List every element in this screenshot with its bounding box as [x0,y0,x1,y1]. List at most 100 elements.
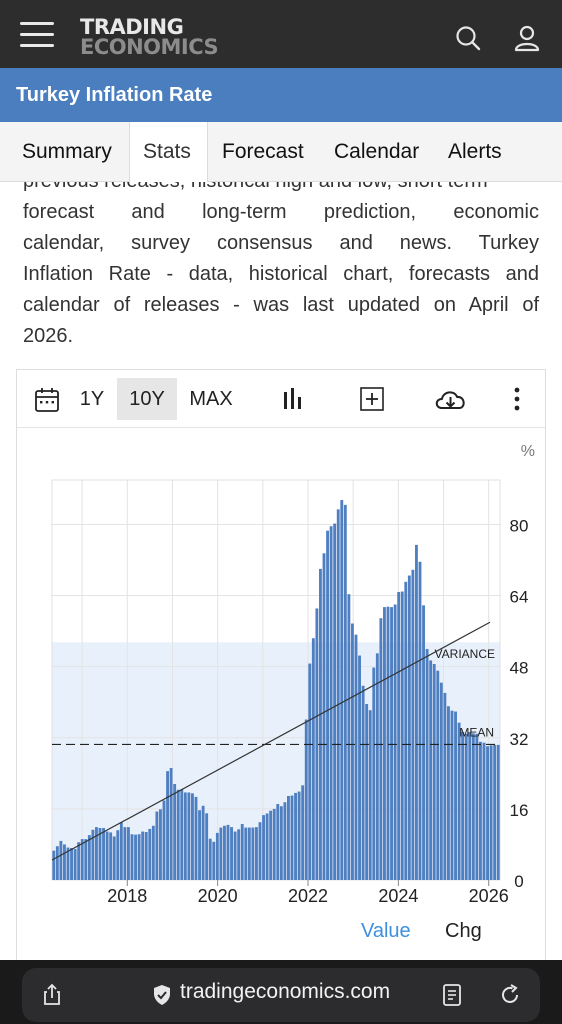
tab-stats[interactable]: Stats [129,122,208,182]
data-bar [105,831,109,880]
reload-icon[interactable] [498,983,522,1007]
tab-calendar[interactable]: Calendar [334,140,420,163]
data-bar [422,605,425,880]
calendar-icon[interactable] [33,386,61,414]
range-1y-button[interactable]: 1Y [79,388,105,410]
legend-value-tab[interactable]: Value [361,920,411,942]
data-bar [109,832,113,880]
data-bar [173,784,177,880]
trend-line [51,621,491,861]
legend-chg-tab[interactable]: Chg [445,920,482,942]
data-bar [77,842,81,880]
data-bar [411,569,415,880]
data-bar [329,526,333,880]
y-tick-label: 0 [514,872,523,891]
data-bar [169,768,173,880]
url-text[interactable]: tradingeconomics.com [180,980,391,1003]
data-bar [144,832,148,880]
data-bar [308,663,312,880]
data-bar [194,796,198,880]
x-tick-label: 2018 [107,886,147,906]
logo[interactable]: TRADING ECONOMICS [80,17,219,58]
data-bar [66,847,70,880]
intro-line: calendar of releases - was last updated … [23,294,539,316]
data-bar [486,746,489,880]
variance-annotation: VARIANCE [435,647,495,661]
shield-icon [154,985,170,1005]
data-bar [479,741,482,880]
tab-summary[interactable]: Summary [22,140,112,163]
data-bar [386,606,390,880]
data-bar [226,824,230,880]
data-bar [304,719,308,880]
data-bar [201,805,205,880]
data-bar [127,827,130,880]
data-bar [493,744,497,880]
tab-alerts[interactable]: Alerts [448,140,502,163]
address-bar[interactable]: tradingeconomics.com [22,968,540,1022]
data-bar [240,824,244,880]
data-bar [315,608,319,880]
data-bar [319,568,322,880]
range-10y-button[interactable]: 10Y [117,378,177,420]
data-bar [311,638,315,880]
data-bar [80,839,84,880]
data-bar [496,744,500,880]
data-bar [219,827,223,880]
data-bar [393,604,397,880]
data-bar [475,733,479,880]
data-bar [187,792,191,880]
x-tick-label: 2024 [378,886,418,906]
data-bar [63,844,66,880]
data-bar [255,827,258,880]
data-bar [112,836,116,880]
y-tick-label: 48 [510,659,529,678]
data-bar [283,802,287,880]
data-bar [233,831,237,880]
data-bar [162,800,166,880]
data-bar [368,710,372,880]
data-bar [301,785,305,880]
data-bar [191,793,194,880]
data-bar [166,771,169,880]
inflation-chart[interactable]: % VARIANCE MEAN 0 16 32 48 64 80 2018 2020 2022 2024… [17,428,545,908]
intro-line: calendar, survey consensus and news. Tur… [23,232,539,254]
bar-chart-icon[interactable] [279,385,307,413]
data-bar [151,825,155,880]
menu-icon[interactable] [20,22,54,48]
data-bar [247,827,251,880]
data-bar [372,667,376,880]
data-bar [468,732,472,880]
data-bar [262,815,265,880]
data-bar [102,828,105,880]
browser-bar: tradingeconomics.com [0,960,562,1024]
data-bar [98,828,102,880]
data-bar [272,808,276,880]
data-bar [198,810,201,880]
data-bar [84,839,88,880]
data-bar [425,649,429,880]
add-icon[interactable] [358,385,386,413]
data-bar [407,575,411,880]
data-bar [361,685,365,880]
x-tick-label: 2026 [469,886,509,906]
more-icon[interactable] [503,385,531,413]
user-icon[interactable] [513,24,541,52]
range-max-button[interactable]: MAX [189,388,233,410]
reader-icon[interactable] [440,983,464,1007]
data-bar [343,504,347,880]
data-bar [155,811,159,880]
tab-forecast[interactable]: Forecast [222,140,304,163]
download-icon[interactable] [433,385,469,413]
share-icon[interactable] [40,983,64,1007]
data-bar [258,822,262,880]
data-bar [91,829,95,880]
data-bar [439,682,443,880]
data-bar [436,670,440,880]
data-bar [87,835,91,880]
data-bar [276,804,280,880]
data-bar [432,664,436,880]
data-bar [134,834,137,880]
search-icon[interactable] [454,24,482,52]
data-bar [287,796,290,880]
